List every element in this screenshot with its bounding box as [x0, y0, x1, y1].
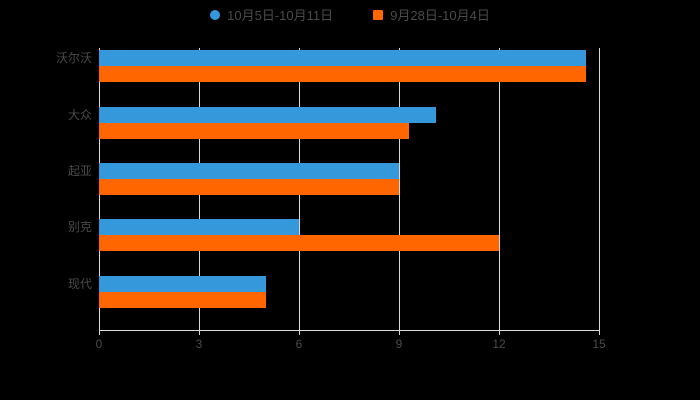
- x-tick-label-15: 15: [592, 337, 606, 351]
- y-axis-label-别克: 别克: [67, 220, 92, 235]
- legend-label-series-0: 10月5日-10月11日: [227, 7, 334, 23]
- bar-别克-series-1[interactable]: [99, 235, 499, 252]
- plot-area: [99, 48, 600, 330]
- x-tick-mark-3: [199, 330, 200, 335]
- x-tick-label-3: 3: [195, 337, 203, 351]
- x-tick-mark-0: [99, 330, 100, 335]
- y-axis-label-起亚: 起亚: [67, 164, 92, 178]
- x-tick-mark-12: [499, 330, 500, 335]
- bar-别克-series-0[interactable]: [99, 219, 299, 236]
- x-tick-label-12: 12: [492, 337, 506, 351]
- y-axis-label-现代: 现代: [67, 276, 92, 291]
- bar-起亚-series-0[interactable]: [99, 163, 399, 179]
- x-tick-label-6: 6: [295, 337, 303, 351]
- x-tick-label-9: 9: [395, 337, 403, 351]
- legend-marker-square-icon: [373, 10, 384, 20]
- legend-label-series-1: 9月28日-10月4日: [390, 7, 490, 23]
- bar-现代-series-1[interactable]: [99, 291, 266, 308]
- legend-entry-series-1[interactable]: 9月28日-10月4日: [373, 9, 490, 22]
- gridline-x-12: [499, 48, 500, 330]
- bar-大众-series-1[interactable]: [99, 122, 409, 139]
- x-tick-mark-6: [299, 330, 300, 335]
- x-tick-mark-9: [399, 330, 400, 335]
- x-tick-mark-15: [599, 330, 600, 335]
- y-axis-label-大众: 大众: [67, 107, 92, 122]
- x-axis-line: [99, 330, 600, 331]
- bar-起亚-series-1[interactable]: [99, 179, 399, 195]
- bar-现代-series-0[interactable]: [99, 275, 266, 292]
- y-axis-label-沃尔沃: 沃尔沃: [55, 51, 92, 66]
- x-tick-label-0: 0: [95, 337, 103, 351]
- bar-沃尔沃-series-0[interactable]: [99, 50, 586, 67]
- chart-legend: 10月5日-10月11日 9月28日-10月4日: [0, 4, 700, 26]
- bar-大众-series-0[interactable]: [99, 106, 436, 123]
- legend-marker-circle-icon: [210, 10, 221, 20]
- y-axis-labels: 沃尔沃大众起亚别克现代: [0, 48, 92, 330]
- gridline-x-15: [599, 48, 600, 330]
- bar-沃尔沃-series-1[interactable]: [99, 66, 586, 83]
- legend-entry-series-0[interactable]: 10月5日-10月11日: [210, 9, 333, 22]
- gridline-x-9: [399, 48, 400, 330]
